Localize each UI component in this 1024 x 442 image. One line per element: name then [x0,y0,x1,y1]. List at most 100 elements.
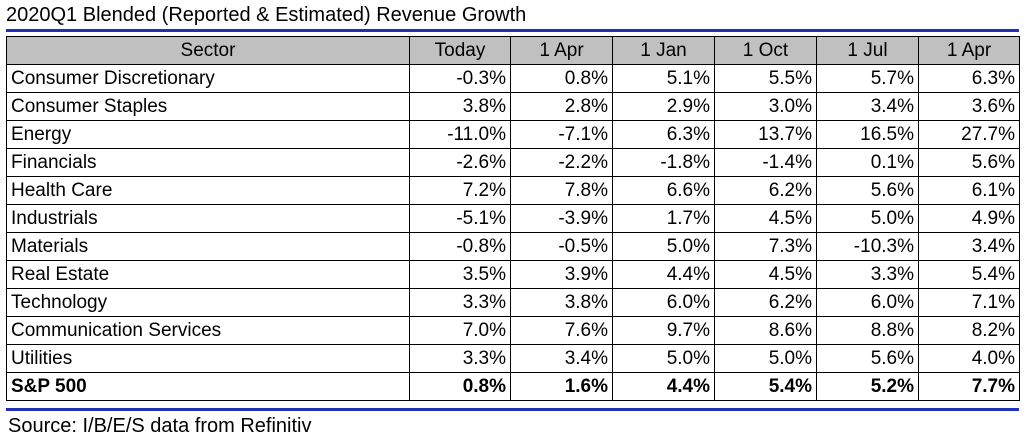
value-cell: 3.8% [409,92,511,121]
value-cell: 4.9% [918,204,1020,233]
column-header-today: Today [409,36,511,65]
value-cell: 8.2% [918,316,1020,345]
revenue-growth-table: Sector Today 1 Apr 1 Jan 1 Oct 1 Jul 1 A… [6,36,1020,401]
value-cell: 27.7% [918,120,1020,149]
value-cell: 6.6% [612,176,715,205]
table-row-total: S&P 500 0.8% 1.6% 4.4% 5.4% 5.2% 7.7% [6,372,1020,401]
title-rule [6,29,1019,32]
column-header-1-apr-prior: 1 Apr [918,36,1020,65]
value-cell: 3.0% [714,92,817,121]
value-cell: 7.6% [510,316,613,345]
table-row: Financials -2.6% -2.2% -1.8% -1.4% 0.1% 5.6% [6,148,1020,177]
value-cell: 6.2% [714,288,817,317]
value-cell: 6.3% [612,120,715,149]
table-row: Utilities 3.3% 3.4% 5.0% 5.0% 5.6% 4.0% [6,344,1020,373]
column-header-1-oct: 1 Oct [714,36,817,65]
value-cell: 0.8% [409,372,511,401]
value-cell: 5.0% [714,344,817,373]
value-cell: -0.8% [409,232,511,261]
sector-cell: Real Estate [6,260,410,289]
sector-cell: Financials [6,148,410,177]
value-cell: 5.2% [816,372,919,401]
column-header-1-apr: 1 Apr [510,36,613,65]
sector-cell: Health Care [6,176,410,205]
column-header-1-jan: 1 Jan [612,36,715,65]
value-cell: 5.6% [816,344,919,373]
value-cell: -2.2% [510,148,613,177]
value-cell: 9.7% [612,316,715,345]
value-cell: 3.4% [816,92,919,121]
value-cell: 3.4% [510,344,613,373]
value-cell: -2.6% [409,148,511,177]
value-cell: -10.3% [816,232,919,261]
value-cell: 3.3% [409,288,511,317]
header-row: Sector Today 1 Apr 1 Jan 1 Oct 1 Jul 1 A… [6,36,1020,65]
value-cell: 7.0% [409,316,511,345]
value-cell: 7.7% [918,372,1020,401]
value-cell: 13.7% [714,120,817,149]
value-cell: 5.0% [612,344,715,373]
value-cell: 7.8% [510,176,613,205]
value-cell: -5.1% [409,204,511,233]
value-cell: 8.8% [816,316,919,345]
sector-cell: Technology [6,288,410,317]
value-cell: 4.5% [714,204,817,233]
source-note: Source: I/B/E/S data from Refinitiv [8,415,312,437]
value-cell: 3.4% [918,232,1020,261]
value-cell: 3.3% [816,260,919,289]
value-cell: 6.2% [714,176,817,205]
value-cell: 4.5% [714,260,817,289]
column-header-sector: Sector [6,36,410,65]
value-cell: 6.0% [612,288,715,317]
table-row: Communication Services 7.0% 7.6% 9.7% 8.6% 8.… [6,316,1020,345]
sector-cell: Utilities [6,344,410,373]
value-cell: -7.1% [510,120,613,149]
table-row: Health Care 7.2% 7.8% 6.6% 6.2% 5.6% 6.1% [6,176,1020,205]
value-cell: 3.6% [918,92,1020,121]
value-cell: -11.0% [409,120,511,149]
sector-cell: Consumer Discretionary [6,64,410,93]
table-row: Materials -0.8% -0.5% 5.0% 7.3% -10.3% 3.4% [6,232,1020,261]
value-cell: 5.6% [816,176,919,205]
value-cell: 5.5% [714,64,817,93]
value-cell: 7.2% [409,176,511,205]
sector-cell: S&P 500 [6,372,410,401]
sector-cell: Energy [6,120,410,149]
value-cell: 2.8% [510,92,613,121]
value-cell: 4.4% [612,260,715,289]
value-cell: 3.9% [510,260,613,289]
value-cell: -1.8% [612,148,715,177]
value-cell: 7.1% [918,288,1020,317]
table-row: Consumer Staples 3.8% 2.8% 2.9% 3.0% 3.4% 3.6% [6,92,1020,121]
table-row: Energy -11.0% -7.1% 6.3% 13.7% 16.5% 27.7% [6,120,1020,149]
footer-rule [6,408,1019,411]
value-cell: 6.3% [918,64,1020,93]
sector-cell: Communication Services [6,316,410,345]
value-cell: -1.4% [714,148,817,177]
sector-cell: Consumer Staples [6,92,410,121]
table-title: 2020Q1 Blended (Reported & Estimated) Re… [6,4,527,26]
value-cell: -0.3% [409,64,511,93]
value-cell: 0.1% [816,148,919,177]
value-cell: 8.6% [714,316,817,345]
value-cell: -0.5% [510,232,613,261]
value-cell: 5.6% [918,148,1020,177]
value-cell: 1.6% [510,372,613,401]
value-cell: 5.4% [714,372,817,401]
value-cell: 5.1% [612,64,715,93]
value-cell: 7.3% [714,232,817,261]
value-cell: 2.9% [612,92,715,121]
sector-cell: Industrials [6,204,410,233]
table-row: Consumer Discretionary -0.3% 0.8% 5.1% 5.5% 5… [6,64,1020,93]
value-cell: 4.4% [612,372,715,401]
value-cell: 6.0% [816,288,919,317]
table-row: Industrials -5.1% -3.9% 1.7% 4.5% 5.0% 4.9% [6,204,1020,233]
sector-cell: Materials [6,232,410,261]
value-cell: 4.0% [918,344,1020,373]
value-cell: 5.0% [612,232,715,261]
value-cell: 6.1% [918,176,1020,205]
value-cell: 5.4% [918,260,1020,289]
value-cell: 16.5% [816,120,919,149]
table-row: Real Estate 3.5% 3.9% 4.4% 4.5% 3.3% 5.4% [6,260,1020,289]
value-cell: 3.8% [510,288,613,317]
